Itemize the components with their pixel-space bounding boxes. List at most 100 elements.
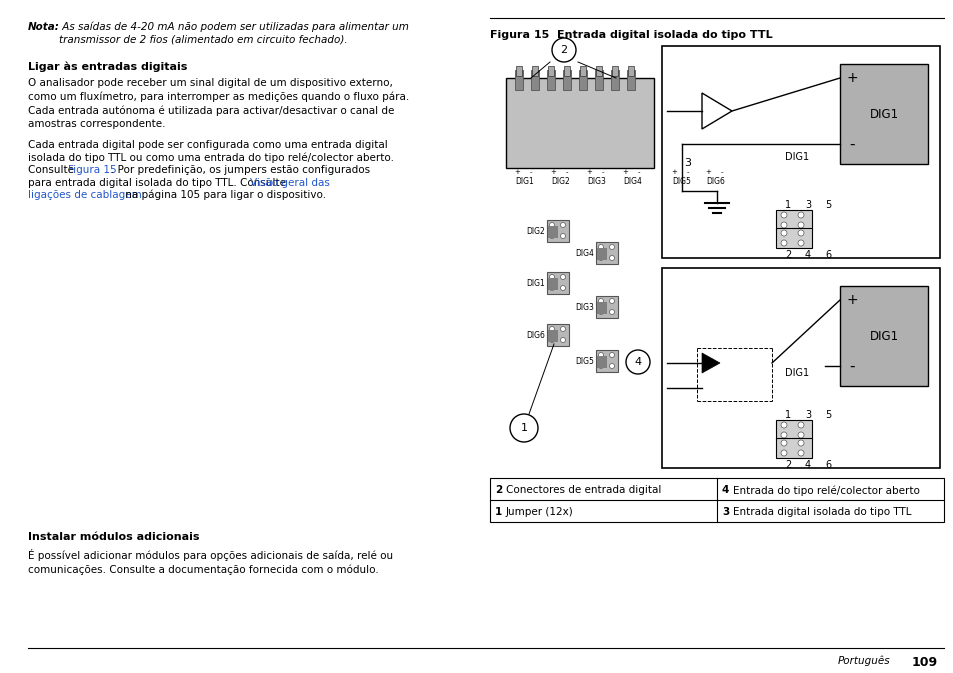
Circle shape: [797, 440, 803, 446]
Bar: [775, 438, 811, 458]
Bar: [596, 242, 618, 264]
Text: Entrada do tipo relé/colector aberto: Entrada do tipo relé/colector aberto: [732, 485, 919, 495]
Circle shape: [560, 275, 565, 279]
Text: DIG4: DIG4: [623, 177, 641, 186]
Bar: [597, 356, 606, 368]
Text: DIG2: DIG2: [526, 227, 544, 236]
Text: Consulte: Consulte: [28, 165, 77, 175]
Circle shape: [598, 244, 603, 250]
Bar: [562, 70, 571, 90]
Text: É possível adicionar módulos para opções adicionais de saída, relé ou
comunicaçõ: É possível adicionar módulos para opções…: [28, 549, 393, 575]
Circle shape: [781, 222, 786, 228]
Bar: [516, 66, 521, 76]
Text: Visão geral das: Visão geral das: [250, 178, 330, 188]
Text: -: -: [686, 169, 688, 175]
Text: 2: 2: [784, 250, 790, 260]
Text: O analisador pode receber um sinal digital de um dispositivo externo,
como um fl: O analisador pode receber um sinal digit…: [28, 78, 409, 129]
Bar: [672, 84, 679, 94]
Circle shape: [609, 363, 614, 369]
Text: -: -: [529, 169, 532, 175]
Bar: [661, 46, 939, 258]
Text: Figura 15  Entrada digital isolada do tipo TTL: Figura 15 Entrada digital isolada do tip…: [490, 30, 772, 40]
Circle shape: [781, 440, 786, 446]
Bar: [563, 66, 569, 76]
Text: DIG1: DIG1: [868, 108, 898, 120]
Text: DIG1: DIG1: [868, 330, 898, 343]
Text: Figura 15: Figura 15: [68, 165, 116, 175]
Bar: [547, 278, 558, 290]
Text: +: +: [514, 169, 519, 175]
Text: isolada do tipo TTL ou como uma entrada do tipo relé/colector aberto.: isolada do tipo TTL ou como uma entrada …: [28, 153, 394, 163]
Circle shape: [781, 432, 786, 438]
Circle shape: [549, 285, 554, 291]
Text: DIG6: DIG6: [706, 177, 724, 186]
Bar: [579, 66, 585, 76]
Text: 4: 4: [634, 357, 640, 367]
Bar: [596, 350, 618, 372]
Bar: [547, 330, 558, 342]
Circle shape: [797, 450, 803, 456]
Text: +: +: [585, 169, 591, 175]
Text: . Por predefinição, os jumpers estão configurados: . Por predefinição, os jumpers estão con…: [111, 165, 370, 175]
Text: 2: 2: [784, 460, 790, 470]
Text: +: +: [670, 169, 677, 175]
Bar: [775, 210, 811, 230]
Text: ligações de cablagem: ligações de cablagem: [28, 190, 142, 200]
Bar: [596, 296, 618, 318]
Circle shape: [560, 326, 565, 332]
Circle shape: [781, 212, 786, 218]
Circle shape: [676, 151, 700, 175]
Text: 5: 5: [824, 410, 830, 420]
Circle shape: [609, 244, 614, 250]
Circle shape: [625, 350, 649, 374]
Text: DIG4: DIG4: [575, 248, 594, 258]
Circle shape: [549, 234, 554, 238]
Circle shape: [781, 230, 786, 236]
Bar: [532, 66, 537, 76]
Text: -: -: [638, 169, 639, 175]
Bar: [490, 478, 943, 522]
Text: 4: 4: [804, 460, 810, 470]
Text: 2: 2: [559, 45, 567, 55]
Circle shape: [797, 212, 803, 218]
Bar: [596, 66, 601, 76]
Bar: [688, 84, 695, 94]
Text: -: -: [720, 169, 722, 175]
Circle shape: [549, 223, 554, 227]
Circle shape: [598, 353, 603, 357]
Text: 6: 6: [824, 250, 830, 260]
Bar: [546, 70, 555, 90]
Bar: [547, 66, 554, 76]
Text: para entrada digital isolada do tipo TTL. Consulte: para entrada digital isolada do tipo TTL…: [28, 178, 289, 188]
Circle shape: [560, 337, 565, 343]
Circle shape: [797, 240, 803, 246]
Bar: [610, 70, 618, 90]
Bar: [515, 70, 522, 90]
Text: DIG1: DIG1: [784, 152, 808, 162]
Text: DIG6: DIG6: [525, 330, 544, 339]
Text: -: -: [848, 137, 854, 151]
Text: 109: 109: [911, 656, 937, 669]
Polygon shape: [701, 353, 720, 373]
Bar: [627, 66, 634, 76]
Text: 3: 3: [804, 410, 810, 420]
Text: +: +: [845, 71, 857, 85]
Bar: [626, 70, 635, 90]
Circle shape: [609, 310, 614, 314]
Bar: [703, 88, 711, 108]
Text: -: -: [848, 359, 854, 374]
Text: 1: 1: [520, 423, 527, 433]
Text: 1: 1: [784, 410, 790, 420]
Text: 3: 3: [804, 200, 810, 210]
Text: DIG2: DIG2: [551, 177, 570, 186]
Text: 3: 3: [721, 507, 728, 517]
Bar: [531, 70, 538, 90]
Circle shape: [560, 223, 565, 227]
Text: DIG5: DIG5: [672, 177, 691, 186]
Text: 6: 6: [824, 460, 830, 470]
Circle shape: [781, 240, 786, 246]
Bar: [704, 84, 710, 94]
Text: DIG3: DIG3: [575, 302, 594, 312]
Text: Ligar às entradas digitais: Ligar às entradas digitais: [28, 62, 187, 73]
Circle shape: [609, 353, 614, 357]
